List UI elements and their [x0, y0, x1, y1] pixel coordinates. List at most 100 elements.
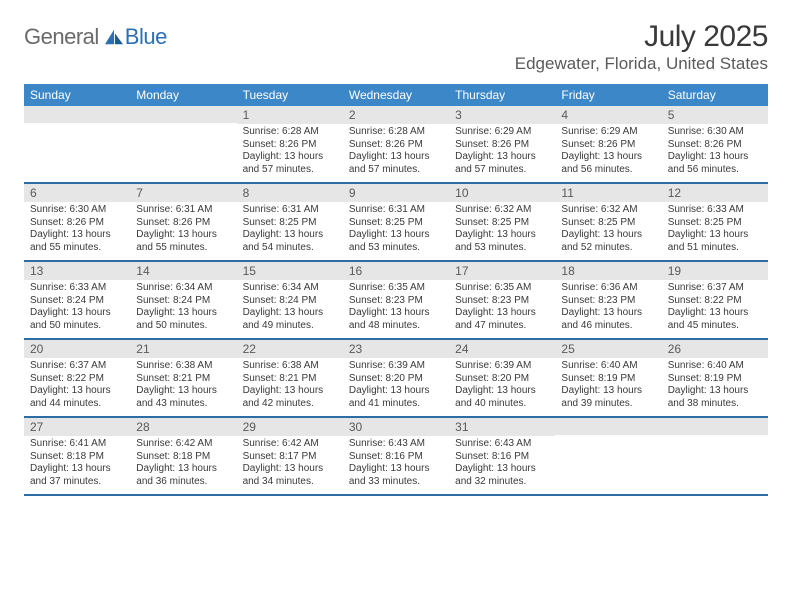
day-dl2: and 43 minutes.	[136, 398, 230, 411]
day-details: Sunrise: 6:43 AMSunset: 8:16 PMDaylight:…	[449, 436, 555, 488]
day-dl1: Daylight: 13 hours	[136, 463, 230, 476]
calendar-week: 13Sunrise: 6:33 AMSunset: 8:24 PMDayligh…	[24, 262, 768, 340]
calendar-day: 17Sunrise: 6:35 AMSunset: 8:23 PMDayligh…	[449, 262, 555, 338]
day-number: 18	[555, 262, 661, 280]
day-ss: Sunset: 8:26 PM	[243, 139, 337, 152]
day-dl2: and 44 minutes.	[30, 398, 124, 411]
day-dl2: and 49 minutes.	[243, 320, 337, 333]
calendar-day: 30Sunrise: 6:43 AMSunset: 8:16 PMDayligh…	[343, 418, 449, 494]
dow-header: Sunday	[24, 84, 130, 106]
day-sr: Sunrise: 6:30 AM	[30, 204, 124, 217]
calendar-day: 28Sunrise: 6:42 AMSunset: 8:18 PMDayligh…	[130, 418, 236, 494]
dow-header: Friday	[555, 84, 661, 106]
day-number: 10	[449, 184, 555, 202]
day-dl2: and 57 minutes.	[349, 164, 443, 177]
day-ss: Sunset: 8:17 PM	[243, 451, 337, 464]
day-number: 2	[343, 106, 449, 124]
day-number: 28	[130, 418, 236, 436]
day-number	[555, 418, 661, 435]
day-sr: Sunrise: 6:43 AM	[349, 438, 443, 451]
day-dl1: Daylight: 13 hours	[349, 463, 443, 476]
day-ss: Sunset: 8:19 PM	[668, 373, 762, 386]
day-details: Sunrise: 6:34 AMSunset: 8:24 PMDaylight:…	[130, 280, 236, 332]
calendar-day: 19Sunrise: 6:37 AMSunset: 8:22 PMDayligh…	[662, 262, 768, 338]
day-details: Sunrise: 6:31 AMSunset: 8:26 PMDaylight:…	[130, 202, 236, 254]
day-dl1: Daylight: 13 hours	[561, 307, 655, 320]
calendar-week: 27Sunrise: 6:41 AMSunset: 8:18 PMDayligh…	[24, 418, 768, 496]
day-dl2: and 48 minutes.	[349, 320, 443, 333]
day-ss: Sunset: 8:25 PM	[668, 217, 762, 230]
day-ss: Sunset: 8:25 PM	[455, 217, 549, 230]
day-ss: Sunset: 8:26 PM	[136, 217, 230, 230]
day-details: Sunrise: 6:38 AMSunset: 8:21 PMDaylight:…	[237, 358, 343, 410]
day-dl2: and 32 minutes.	[455, 476, 549, 489]
calendar-day: 9Sunrise: 6:31 AMSunset: 8:25 PMDaylight…	[343, 184, 449, 260]
day-number: 11	[555, 184, 661, 202]
brand-logo: General Blue	[24, 20, 167, 50]
calendar-day: 5Sunrise: 6:30 AMSunset: 8:26 PMDaylight…	[662, 106, 768, 182]
day-number: 26	[662, 340, 768, 358]
calendar-day: 14Sunrise: 6:34 AMSunset: 8:24 PMDayligh…	[130, 262, 236, 338]
day-ss: Sunset: 8:16 PM	[455, 451, 549, 464]
day-ss: Sunset: 8:26 PM	[30, 217, 124, 230]
calendar-day: 4Sunrise: 6:29 AMSunset: 8:26 PMDaylight…	[555, 106, 661, 182]
day-sr: Sunrise: 6:33 AM	[30, 282, 124, 295]
day-dl2: and 54 minutes.	[243, 242, 337, 255]
day-dl1: Daylight: 13 hours	[455, 385, 549, 398]
day-ss: Sunset: 8:26 PM	[349, 139, 443, 152]
day-sr: Sunrise: 6:30 AM	[668, 126, 762, 139]
day-details: Sunrise: 6:39 AMSunset: 8:20 PMDaylight:…	[449, 358, 555, 410]
day-sr: Sunrise: 6:29 AM	[561, 126, 655, 139]
day-dl2: and 39 minutes.	[561, 398, 655, 411]
dow-header-row: SundayMondayTuesdayWednesdayThursdayFrid…	[24, 84, 768, 106]
day-dl2: and 56 minutes.	[668, 164, 762, 177]
day-dl2: and 55 minutes.	[136, 242, 230, 255]
day-dl1: Daylight: 13 hours	[136, 385, 230, 398]
day-dl2: and 40 minutes.	[455, 398, 549, 411]
day-dl1: Daylight: 13 hours	[455, 229, 549, 242]
day-ss: Sunset: 8:21 PM	[136, 373, 230, 386]
day-number: 25	[555, 340, 661, 358]
calendar-day: 25Sunrise: 6:40 AMSunset: 8:19 PMDayligh…	[555, 340, 661, 416]
day-dl2: and 50 minutes.	[136, 320, 230, 333]
day-sr: Sunrise: 6:31 AM	[349, 204, 443, 217]
day-ss: Sunset: 8:23 PM	[455, 295, 549, 308]
calendar-day: 23Sunrise: 6:39 AMSunset: 8:20 PMDayligh…	[343, 340, 449, 416]
day-dl1: Daylight: 13 hours	[30, 463, 124, 476]
day-details: Sunrise: 6:36 AMSunset: 8:23 PMDaylight:…	[555, 280, 661, 332]
day-sr: Sunrise: 6:40 AM	[561, 360, 655, 373]
day-number: 20	[24, 340, 130, 358]
day-dl2: and 56 minutes.	[561, 164, 655, 177]
calendar-day: 24Sunrise: 6:39 AMSunset: 8:20 PMDayligh…	[449, 340, 555, 416]
day-dl1: Daylight: 13 hours	[668, 229, 762, 242]
day-ss: Sunset: 8:25 PM	[349, 217, 443, 230]
day-sr: Sunrise: 6:42 AM	[136, 438, 230, 451]
day-dl2: and 52 minutes.	[561, 242, 655, 255]
day-dl1: Daylight: 13 hours	[30, 229, 124, 242]
calendar-day: 13Sunrise: 6:33 AMSunset: 8:24 PMDayligh…	[24, 262, 130, 338]
day-details: Sunrise: 6:32 AMSunset: 8:25 PMDaylight:…	[449, 202, 555, 254]
calendar-day: 15Sunrise: 6:34 AMSunset: 8:24 PMDayligh…	[237, 262, 343, 338]
calendar-day	[555, 418, 661, 494]
dow-header: Tuesday	[237, 84, 343, 106]
day-dl1: Daylight: 13 hours	[455, 151, 549, 164]
day-dl1: Daylight: 13 hours	[243, 385, 337, 398]
day-number	[130, 106, 236, 123]
calendar-week: 20Sunrise: 6:37 AMSunset: 8:22 PMDayligh…	[24, 340, 768, 418]
calendar-day: 20Sunrise: 6:37 AMSunset: 8:22 PMDayligh…	[24, 340, 130, 416]
calendar-grid: SundayMondayTuesdayWednesdayThursdayFrid…	[24, 84, 768, 496]
calendar-day	[130, 106, 236, 182]
day-number: 24	[449, 340, 555, 358]
calendar-day: 3Sunrise: 6:29 AMSunset: 8:26 PMDaylight…	[449, 106, 555, 182]
calendar-day: 27Sunrise: 6:41 AMSunset: 8:18 PMDayligh…	[24, 418, 130, 494]
location-label: Edgewater, Florida, United States	[515, 54, 768, 74]
month-title: July 2025	[515, 20, 768, 54]
day-sr: Sunrise: 6:32 AM	[561, 204, 655, 217]
day-dl2: and 42 minutes.	[243, 398, 337, 411]
day-details: Sunrise: 6:37 AMSunset: 8:22 PMDaylight:…	[662, 280, 768, 332]
day-sr: Sunrise: 6:37 AM	[30, 360, 124, 373]
day-dl2: and 51 minutes.	[668, 242, 762, 255]
day-ss: Sunset: 8:19 PM	[561, 373, 655, 386]
day-dl1: Daylight: 13 hours	[243, 307, 337, 320]
calendar-day: 16Sunrise: 6:35 AMSunset: 8:23 PMDayligh…	[343, 262, 449, 338]
